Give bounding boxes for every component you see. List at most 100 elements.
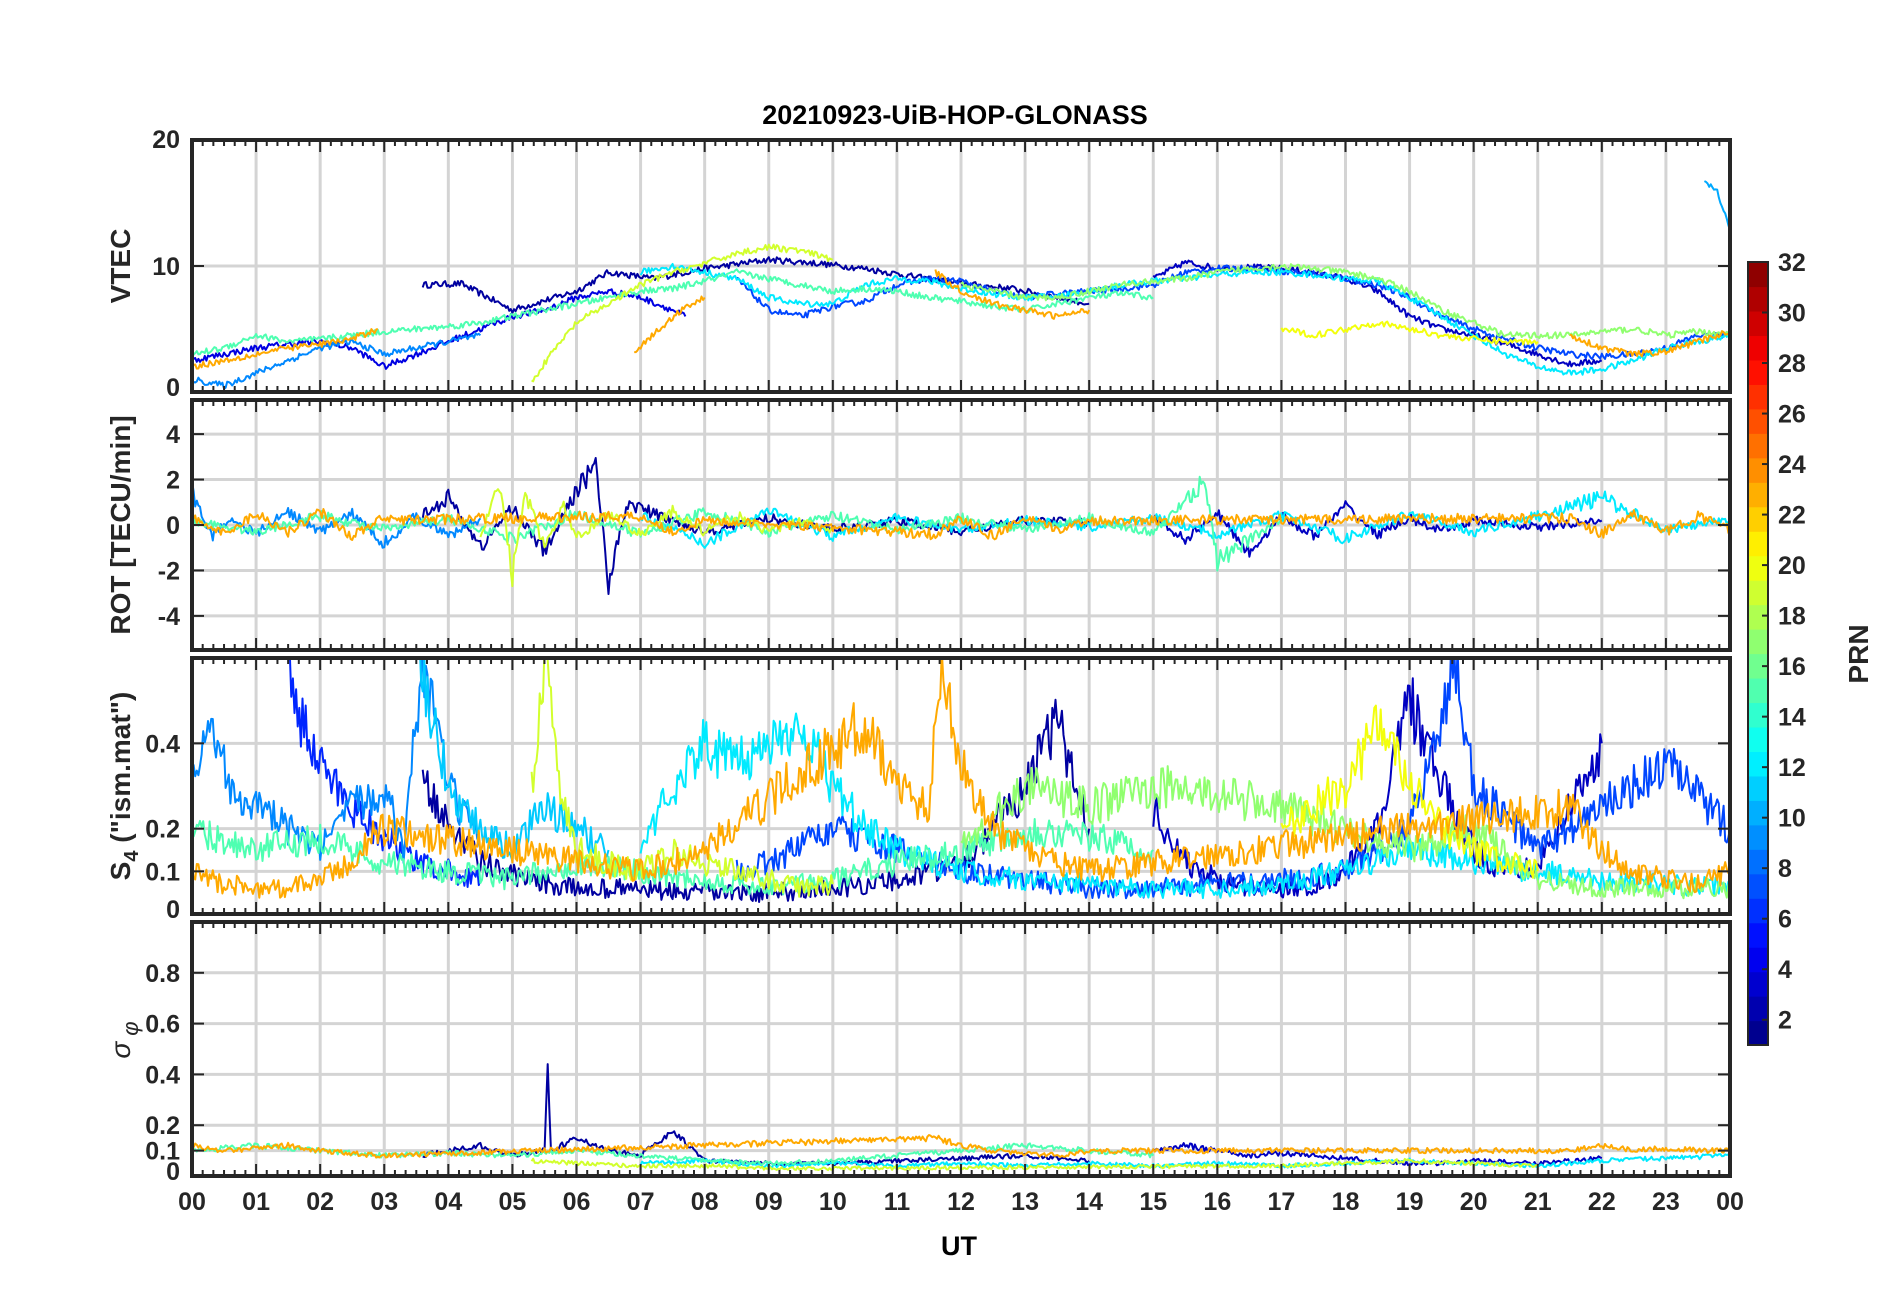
series-group-vtec: [192, 180, 1730, 390]
x-tick-label: 01: [242, 1188, 270, 1216]
colorbar-tick-label: 20: [1778, 552, 1806, 580]
colorbar-segment: [1748, 873, 1768, 899]
colorbar-tick-label: 26: [1778, 401, 1806, 429]
colorbar-segment: [1748, 457, 1768, 483]
y-label-main: σ: [105, 1041, 136, 1059]
x-ticks-rot: [191, 400, 1731, 650]
y-tick-label: 0.2: [145, 1112, 180, 1140]
panel-sigma_phi: 00.10.2 0.4 0.6 0.8 σφ: [105, 920, 1732, 1186]
series-line-vtec-prn4: [192, 288, 687, 370]
colorbar-segment: [1748, 629, 1768, 655]
y-label-sub: 4: [121, 850, 143, 862]
colorbar-segment: [1748, 849, 1768, 875]
series-line-sigma_phi-prn23: [192, 1134, 1730, 1159]
x-axis-label: UT: [941, 1231, 977, 1261]
colorbar-segment: [1748, 922, 1768, 948]
x-tick-label: 19: [1396, 1188, 1424, 1216]
colorbar-tick-label: 28: [1778, 350, 1806, 378]
x-tick-label: 00: [1716, 1188, 1744, 1216]
colorbar-tick-label: 10: [1778, 805, 1806, 833]
series-line-vtec-prn23: [192, 328, 379, 370]
colorbar-segment: [1748, 996, 1768, 1022]
colorbar-segment: [1748, 286, 1768, 312]
panel-vtec: 0 10 20 VTEC: [105, 126, 1732, 402]
x-tick-label: 16: [1203, 1188, 1231, 1216]
y-axis-label-sigma_phi: σφ: [105, 1021, 143, 1058]
colorbar-segment: [1748, 555, 1768, 581]
colorbar-tick-label: 8: [1778, 855, 1792, 883]
x-tick-label: 09: [755, 1188, 783, 1216]
y-axis-label-rot: ROT [TECU/min]: [105, 415, 136, 634]
y-axis-label-vtec: VTEC: [105, 229, 136, 304]
colorbar-tick-label: 30: [1778, 300, 1806, 328]
y-ticks-vtec: 0 10 20: [152, 126, 1730, 402]
x-tick-label: 03: [370, 1188, 398, 1216]
series-line-vtec-prn7: [736, 264, 1730, 360]
x-tick-label: 15: [1139, 1188, 1167, 1216]
colorbar-tick-label: 18: [1778, 603, 1806, 631]
colorbar-segment: [1748, 433, 1768, 459]
x-tick-label: 10: [819, 1188, 847, 1216]
y-tick-label: 0.8: [145, 960, 180, 988]
colorbar-tick-label: 16: [1778, 653, 1806, 681]
colorbar-segment: [1748, 580, 1768, 606]
x-tick-label: 08: [691, 1188, 719, 1216]
y-tick-label: 0: [166, 896, 180, 924]
x-tick-label: 18: [1332, 1188, 1360, 1216]
series-line-rot-prn3: [1152, 500, 1603, 558]
panels: 0 10 20 VTEC 420-2-4 ROT [TECU/min] 00.10.20.4…: [105, 126, 1732, 1186]
series-group-sigma_phi: [192, 1063, 1730, 1172]
colorbar-segment: [1748, 971, 1768, 997]
series-line-s4-prn19: [530, 658, 834, 898]
colorbar-tick-label: 12: [1778, 754, 1806, 782]
x-tick-label: 22: [1588, 1188, 1616, 1216]
x-tick-label: 04: [434, 1188, 462, 1216]
x-tick-label: 12: [947, 1188, 975, 1216]
y-label-main: S: [105, 862, 136, 881]
y-tick-label: 0.1: [145, 858, 180, 886]
colorbar-segment: [1748, 482, 1768, 508]
colorbar-segment: [1748, 335, 1768, 361]
x-tick-label: 21: [1524, 1188, 1552, 1216]
panel-s4: 00.10.20.4S4 ("ism.mat"): [105, 656, 1732, 924]
y-tick-label: 0: [166, 1158, 180, 1186]
panel-rot: 4 2 0 -2 -4 ROT [TECU/min]: [105, 398, 1732, 652]
colorbar-segment: [1748, 506, 1768, 532]
y-axis-label-s4: S4 ("ism.mat"): [105, 692, 143, 881]
colorbar-tick-label: 4: [1778, 956, 1792, 984]
series-line-vtec-prn23: [1569, 330, 1730, 358]
x-tick-label: 02: [306, 1188, 334, 1216]
y-tick-label: 4: [166, 421, 180, 449]
series-line-rot-prn19: [479, 488, 834, 588]
y-tick-label: 20: [152, 126, 180, 154]
colorbar-frame: [1747, 261, 1769, 1046]
x-tick-label: 07: [627, 1188, 655, 1216]
series-line-sigma_phi-prn19: [530, 1157, 1539, 1172]
colorbar-segment: [1748, 800, 1768, 826]
y-ticks-rot: 4 2 0 -2 -4: [158, 421, 1730, 631]
series-group-rot: [192, 457, 1730, 595]
series-line-s4-prn9: [192, 658, 482, 864]
colorbar-segment: [1748, 702, 1768, 728]
colorbar-tick-label: 24: [1778, 451, 1806, 479]
y-tick-label: 10: [152, 253, 180, 281]
colorbar-segment: [1748, 408, 1768, 434]
colorbar-segment: [1748, 359, 1768, 385]
series-line-vtec-prn2: [421, 256, 1090, 314]
series-line-vtec-prn10: [1703, 180, 1730, 231]
colorbar-segment: [1748, 751, 1768, 777]
x-ticks-vtec: [191, 140, 1731, 392]
y-label-rest: ("ism.mat"): [105, 692, 136, 851]
series-line-s4-prn20: [1280, 704, 1539, 879]
x-ticks-sigma_phi: [191, 922, 1731, 1176]
y-ticks-s4: 0 0.1 0.2 0.4: [145, 730, 1730, 924]
y-tick-label: 0.1: [145, 1138, 180, 1166]
colorbar-tick-label: 32: [1778, 249, 1806, 277]
y-tick-label: -4: [158, 603, 180, 631]
y-ticks-sigma_phi: 00.10.2 0.4 0.6 0.8: [145, 960, 1730, 1186]
x-tick-label: 23: [1652, 1188, 1680, 1216]
series-group-s4: [192, 658, 1730, 903]
x-tick-label: 17: [1268, 1188, 1296, 1216]
y-tick-label: 0: [166, 374, 180, 402]
